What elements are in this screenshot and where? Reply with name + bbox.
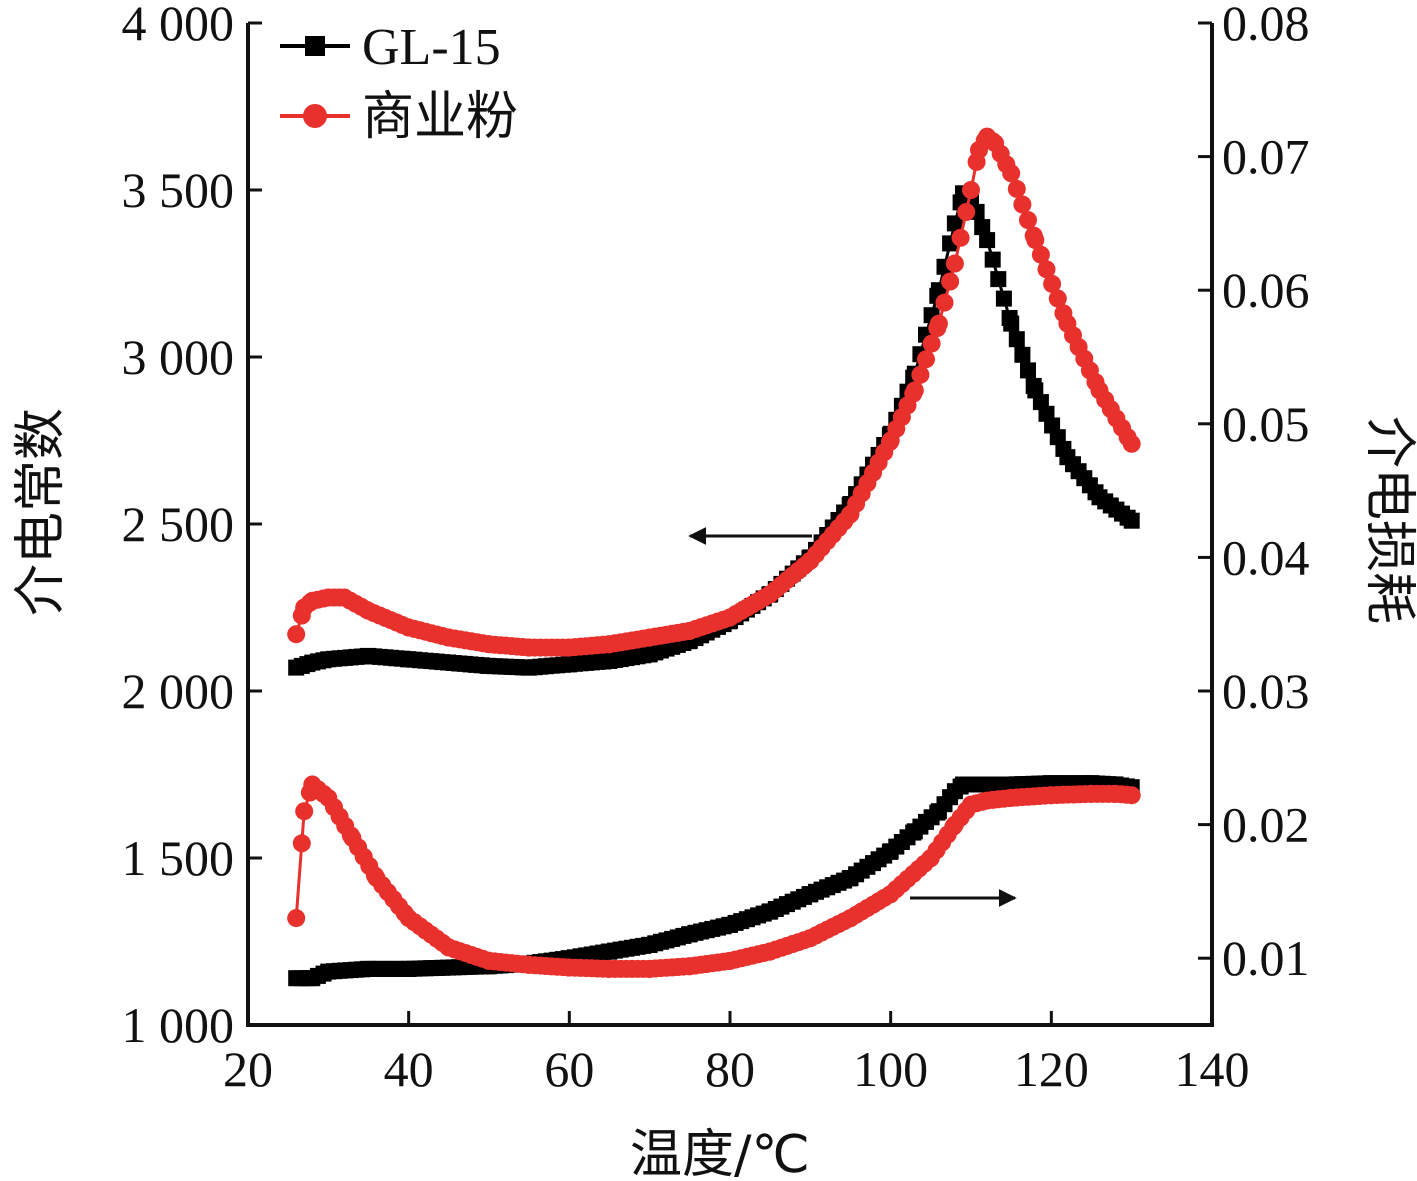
legend-label-gl15: GL-15	[362, 19, 501, 76]
data-point	[1020, 362, 1036, 379]
left-tick-label: 1 500	[122, 830, 235, 886]
data-point	[941, 272, 960, 291]
data-point	[1008, 331, 1025, 348]
data-point	[962, 181, 980, 199]
data-point	[1037, 260, 1056, 279]
series-line	[294, 134, 1133, 650]
left-tick-label: 1 000	[122, 997, 235, 1053]
data-point	[1048, 289, 1067, 308]
data-point	[946, 215, 963, 232]
right-tick-label: 0.04	[1222, 529, 1310, 585]
data-point	[1003, 315, 1020, 332]
right-tick-label: 0.08	[1222, 0, 1310, 51]
legend-item-gl15: GL-15	[280, 19, 501, 76]
axis-direction-arrows	[688, 527, 1017, 907]
data-point	[1013, 195, 1032, 214]
right-tick-label: 0.02	[1222, 797, 1310, 853]
x-axis-title: 温度/℃	[630, 1125, 810, 1181]
data-point	[1122, 434, 1141, 453]
x-tick-label: 100	[853, 1041, 928, 1097]
x-tick-label: 120	[1014, 1041, 1089, 1097]
x-axis-ticks: 20 40 60 80 100 120 140	[223, 1011, 1250, 1097]
series-line	[296, 781, 1132, 980]
series-3-commercial-right	[287, 775, 1141, 978]
left-axis-title: 介电常数	[11, 408, 71, 616]
x-tick-label: 20	[223, 1041, 273, 1097]
left-tick-label: 4 000	[122, 0, 235, 51]
data-point	[929, 314, 948, 333]
right-tick-label: 0.03	[1222, 663, 1310, 719]
left-tick-label: 3 500	[122, 162, 235, 218]
series-line	[294, 781, 1132, 971]
left-axis-ticks: 1 000 1 500 2 000 2 500 3 000 3 500 4 000	[122, 0, 262, 1053]
data-point	[957, 203, 976, 221]
data-point	[911, 365, 930, 384]
data-point	[1007, 179, 1026, 198]
right-axis-title: 介电损耗	[1359, 416, 1417, 624]
data-point	[984, 251, 1001, 268]
x-tick-label: 140	[1175, 1041, 1250, 1097]
data-point	[1014, 346, 1031, 363]
data-point	[287, 625, 306, 644]
right-axis-ticks: 0.01 0.02 0.03 0.04 0.05 0.06 0.07 0.08	[1198, 0, 1310, 986]
right-tick-label: 0.05	[1222, 396, 1310, 452]
data-point	[917, 350, 935, 369]
legend: GL-15 商业粉	[280, 19, 518, 146]
data-point	[935, 293, 954, 312]
legend-item-commercial: 商业粉	[280, 89, 518, 146]
data-point	[945, 254, 964, 273]
data-point	[995, 290, 1012, 307]
series-line	[295, 191, 1133, 670]
data-point	[292, 834, 311, 853]
data-point	[979, 232, 996, 249]
series-layer	[287, 127, 1141, 987]
legend-marker-commercial	[303, 104, 327, 128]
plot-frame	[246, 23, 1214, 1027]
legend-label-commercial: 商业粉	[362, 89, 518, 146]
legend-marker-gl15	[305, 36, 325, 56]
data-point	[1043, 274, 1062, 293]
data-point	[974, 219, 991, 236]
left-tick-label: 2 500	[122, 496, 235, 552]
left-tick-label: 2 000	[122, 663, 235, 719]
data-point	[287, 909, 306, 928]
right-tick-label: 0.06	[1222, 262, 1310, 318]
x-tick-label: 80	[705, 1041, 755, 1097]
data-point	[1122, 786, 1141, 805]
series-2-commercial-left	[287, 127, 1141, 657]
data-point	[1019, 211, 1037, 230]
right-tick-label: 0.01	[1222, 930, 1310, 986]
x-tick-label: 40	[384, 1041, 434, 1097]
x-tick-label: 60	[544, 1041, 594, 1097]
data-point	[1031, 245, 1050, 264]
series-0-gl15-left	[288, 185, 1140, 676]
data-point	[990, 271, 1007, 288]
data-point	[951, 228, 970, 247]
right-tick-label: 0.07	[1222, 129, 1310, 185]
left-tick-label: 3 000	[122, 329, 235, 385]
data-point	[1123, 512, 1140, 529]
data-point	[922, 334, 941, 353]
data-point	[1026, 231, 1045, 250]
data-point	[295, 802, 314, 821]
data-point	[1002, 164, 1021, 183]
data-point	[905, 381, 924, 400]
